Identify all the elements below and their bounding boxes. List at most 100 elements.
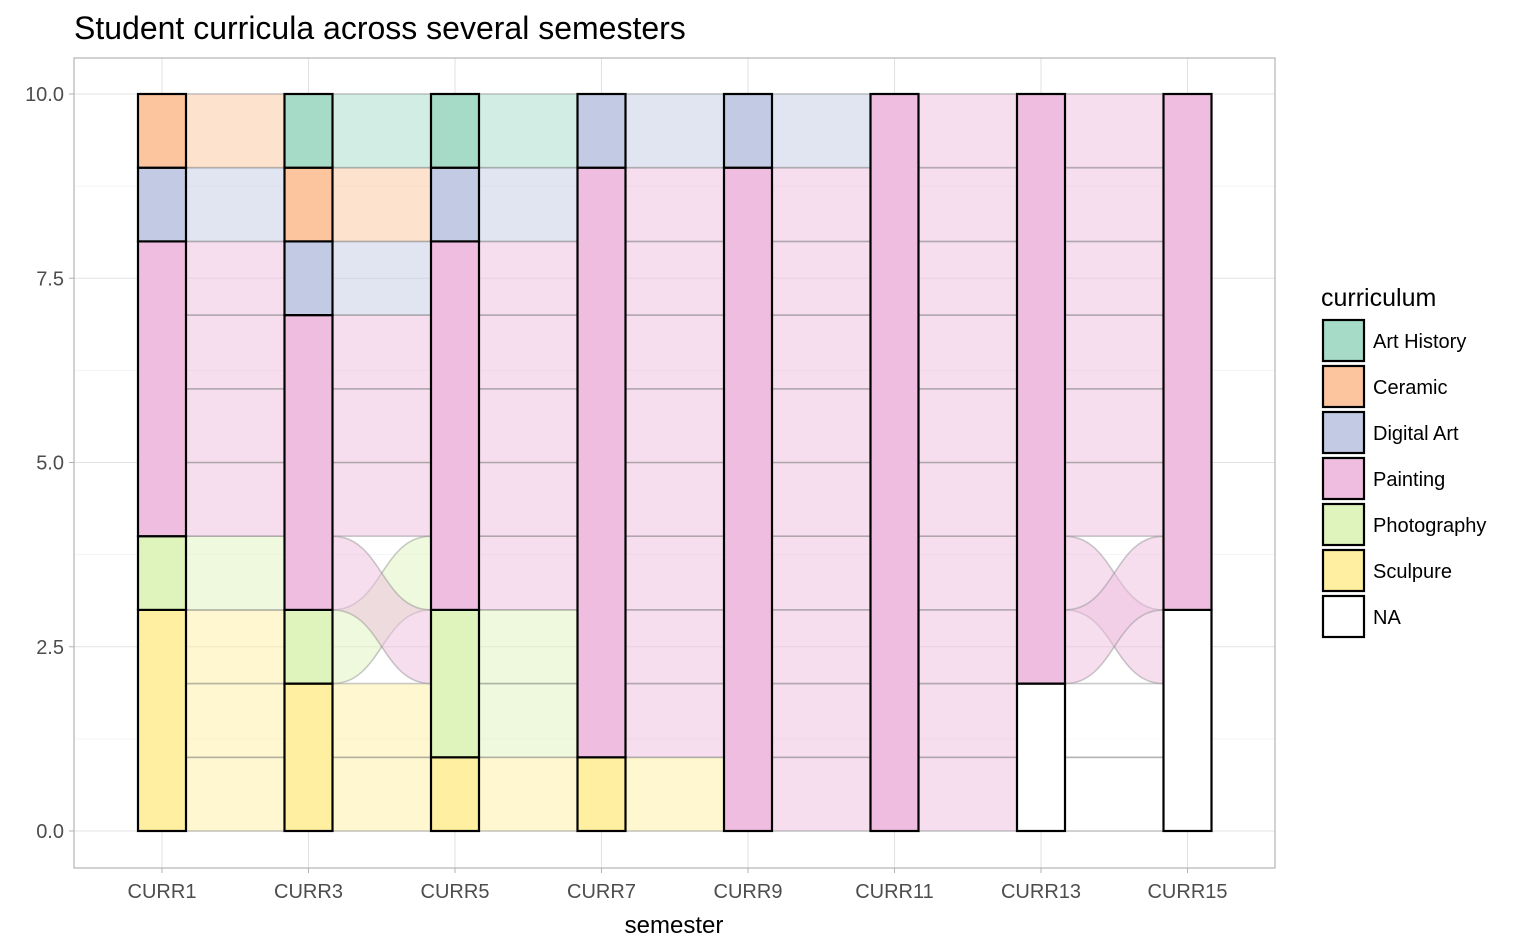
stratum	[576, 92, 627, 169]
flow	[478, 93, 579, 169]
stratum	[1162, 92, 1213, 612]
stratum	[136, 535, 188, 612]
stratum	[1015, 92, 1067, 685]
flow	[478, 535, 579, 611]
flow	[624, 93, 725, 169]
flow	[478, 461, 579, 537]
stratum	[283, 314, 334, 611]
flow	[478, 314, 579, 390]
flow	[771, 387, 872, 464]
flow	[478, 682, 579, 759]
legend-key	[1321, 548, 1366, 593]
x-tick-label: CURR9	[714, 881, 783, 903]
flow	[917, 682, 1018, 759]
x-axis: CURR1 CURR3 CURR5 CURR7 CURR9 CURR11 CURR13 CUR…	[128, 868, 1228, 903]
flow	[771, 756, 872, 832]
flow	[185, 609, 286, 685]
flow	[1064, 756, 1165, 832]
x-axis-title: semester	[625, 912, 724, 939]
legend-title: curriculum	[1321, 284, 1436, 312]
flow	[1064, 314, 1165, 390]
flow	[185, 535, 286, 611]
flow	[624, 387, 725, 464]
flow	[917, 240, 1018, 316]
legend-key	[1321, 502, 1366, 547]
flow	[331, 682, 432, 759]
flow	[917, 314, 1018, 390]
x-tick-label: CURR11	[855, 881, 934, 903]
legend-key	[1321, 410, 1366, 455]
stratum	[283, 682, 334, 833]
stratum	[1015, 682, 1067, 833]
stratum	[136, 166, 188, 243]
stratum	[1162, 608, 1213, 833]
x-tick-label: CURR5	[421, 881, 490, 903]
flow	[1064, 461, 1165, 537]
y-axis: 0.0 2.5 5.0 7.5 10.0	[25, 84, 74, 843]
flow	[478, 166, 579, 243]
flow	[917, 756, 1018, 832]
flow	[1064, 93, 1165, 169]
stratum	[136, 92, 188, 169]
flow	[917, 387, 1018, 464]
flow	[185, 240, 286, 316]
legend-label: Photography	[1373, 515, 1486, 537]
flow	[331, 461, 432, 537]
flow	[1064, 682, 1165, 759]
stratum	[429, 240, 481, 611]
stratum	[283, 240, 334, 317]
stratum	[429, 756, 481, 833]
flow	[185, 314, 286, 390]
legend-label: Art History	[1373, 331, 1466, 353]
stratum	[136, 608, 188, 833]
stratum	[869, 92, 920, 833]
stratum	[429, 608, 481, 759]
legend-label: NA	[1373, 607, 1401, 629]
flow	[185, 461, 286, 537]
flow	[771, 461, 872, 537]
flow	[624, 609, 725, 685]
flow	[771, 240, 872, 316]
flow	[478, 756, 579, 832]
legend-key	[1321, 318, 1366, 363]
legend-key	[1321, 594, 1366, 639]
y-tick-label: 10.0	[25, 84, 64, 106]
flow	[771, 682, 872, 759]
flow	[771, 609, 872, 685]
stratum	[429, 166, 481, 243]
flow	[185, 387, 286, 464]
flow	[1064, 240, 1165, 316]
flows-layer	[185, 93, 1165, 832]
flow	[771, 314, 872, 390]
flow	[624, 240, 725, 316]
stratum	[576, 756, 627, 833]
flow	[331, 314, 432, 390]
flow	[917, 166, 1018, 243]
y-tick-label: 5.0	[36, 453, 64, 475]
flow	[624, 682, 725, 759]
stratum	[429, 92, 481, 169]
legend: curriculum Art History Ceramic Digital Art…	[1321, 284, 1486, 639]
stratum	[283, 92, 334, 169]
flow	[624, 756, 725, 832]
chart-title: Student curricula across several semeste…	[74, 10, 686, 46]
legend-label: Ceramic	[1373, 377, 1447, 399]
flow	[185, 756, 286, 832]
flow	[331, 93, 432, 169]
flow	[185, 166, 286, 243]
legend-label: Digital Art	[1373, 423, 1459, 445]
flow	[771, 93, 872, 169]
y-tick-label: 0.0	[36, 821, 64, 843]
legend-label: Sculpure	[1373, 561, 1452, 583]
x-tick-label: CURR3	[274, 881, 343, 903]
flow	[478, 240, 579, 316]
stratum	[576, 166, 627, 759]
legend-key	[1321, 456, 1366, 501]
legend-label: Painting	[1373, 469, 1445, 491]
flow	[478, 609, 579, 685]
flow	[185, 682, 286, 759]
stratum	[283, 166, 334, 243]
x-tick-label: CURR15	[1147, 881, 1227, 903]
flow	[624, 461, 725, 537]
